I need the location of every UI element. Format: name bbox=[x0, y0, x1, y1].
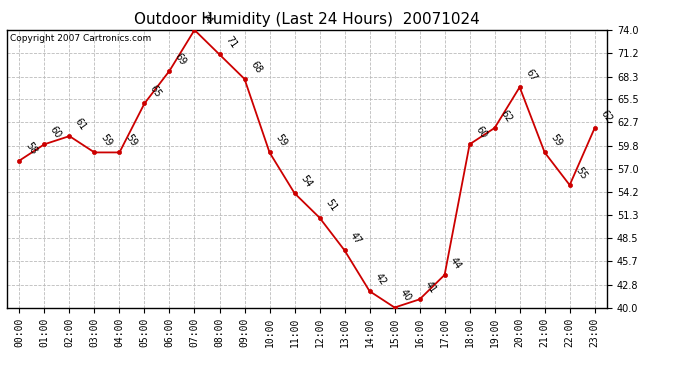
Text: 41: 41 bbox=[424, 279, 439, 295]
Text: 51: 51 bbox=[324, 198, 339, 214]
Text: 74: 74 bbox=[198, 10, 213, 26]
Text: 69: 69 bbox=[173, 51, 188, 67]
Text: 59: 59 bbox=[98, 132, 113, 148]
Text: 65: 65 bbox=[148, 84, 164, 99]
Text: 59: 59 bbox=[549, 132, 564, 148]
Text: 67: 67 bbox=[524, 67, 539, 83]
Title: Outdoor Humidity (Last 24 Hours)  20071024: Outdoor Humidity (Last 24 Hours) 2007102… bbox=[134, 12, 480, 27]
Text: 59: 59 bbox=[124, 132, 139, 148]
Text: 54: 54 bbox=[298, 173, 313, 189]
Text: 59: 59 bbox=[273, 132, 288, 148]
Text: 62: 62 bbox=[498, 108, 513, 124]
Text: 44: 44 bbox=[448, 255, 464, 271]
Text: 71: 71 bbox=[224, 34, 239, 50]
Text: Copyright 2007 Cartronics.com: Copyright 2007 Cartronics.com bbox=[10, 34, 151, 43]
Text: 42: 42 bbox=[373, 271, 388, 287]
Text: 62: 62 bbox=[598, 108, 613, 124]
Text: 61: 61 bbox=[73, 116, 88, 132]
Text: 55: 55 bbox=[573, 165, 589, 181]
Text: 68: 68 bbox=[248, 59, 264, 75]
Text: 60: 60 bbox=[48, 124, 63, 140]
Text: 60: 60 bbox=[473, 124, 489, 140]
Text: 40: 40 bbox=[398, 288, 413, 303]
Text: 58: 58 bbox=[23, 141, 39, 156]
Text: 47: 47 bbox=[348, 230, 364, 246]
